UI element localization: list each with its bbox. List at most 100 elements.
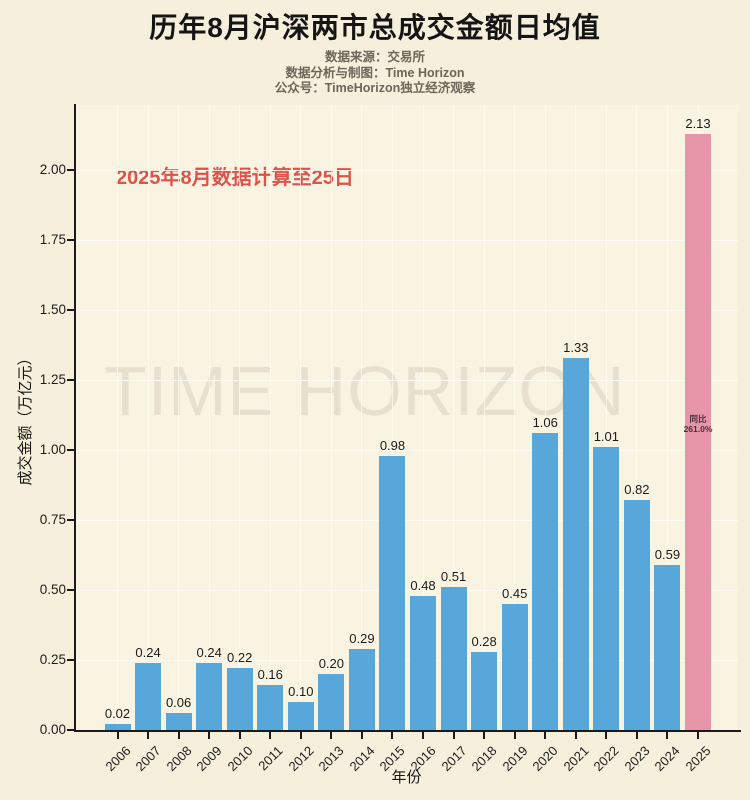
bar-2025 xyxy=(685,133,711,730)
bar-value-2010: 0.22 xyxy=(227,650,253,666)
bar-2018 xyxy=(471,651,498,730)
gridline-vertical xyxy=(330,105,332,730)
gridline-vertical xyxy=(117,105,118,730)
x-tick-mark xyxy=(330,732,333,739)
gridline-horizontal xyxy=(75,449,738,451)
bar-value-2009: 0.24 xyxy=(196,644,222,660)
x-tick-mark xyxy=(177,732,180,739)
x-tick-mark xyxy=(360,732,363,739)
x-tick-mark xyxy=(116,732,119,739)
bar-2013 xyxy=(318,674,345,730)
gridline-horizontal xyxy=(75,519,738,521)
gridline-vertical xyxy=(544,105,546,730)
highlight-bar-yoy-note: 同比 261.0% xyxy=(673,414,723,434)
gridline-vertical xyxy=(361,105,363,730)
gridline-horizontal xyxy=(75,169,738,171)
x-axis-spine xyxy=(74,730,741,732)
bar-value-2014: 0.29 xyxy=(349,630,375,646)
bar-2022 xyxy=(593,447,620,730)
bar-2006 xyxy=(104,724,131,730)
bar-value-2011: 0.16 xyxy=(257,667,283,683)
bar-2021 xyxy=(562,357,589,730)
yoy-note-label: 同比 xyxy=(689,414,707,424)
y-tick-mark xyxy=(67,309,75,311)
bar-value-2013: 0.20 xyxy=(318,656,345,671)
x-tick-mark xyxy=(147,732,150,739)
bar-2020 xyxy=(532,433,559,730)
bar-2023 xyxy=(623,500,650,730)
gridline-vertical xyxy=(300,105,302,730)
bar-value-2017: 0.51 xyxy=(440,569,467,585)
x-tick-mark xyxy=(544,732,547,739)
bar-value-2018: 0.28 xyxy=(471,633,497,649)
bar-2016 xyxy=(410,595,437,730)
gridline-vertical xyxy=(269,105,271,730)
y-tick-label: 1.00 xyxy=(39,442,66,457)
x-tick-mark xyxy=(635,732,638,739)
x-tick-mark xyxy=(422,732,425,739)
bar-value-2007: 0.24 xyxy=(135,644,161,660)
subtitle-line-source: 数据来源：交易所 xyxy=(324,50,425,64)
y-tick-label: 1.75 xyxy=(39,232,66,247)
x-tick-mark xyxy=(666,732,669,739)
gridline-horizontal xyxy=(75,239,738,241)
gridline-vertical xyxy=(514,105,516,730)
x-tick-mark xyxy=(208,732,211,739)
bar-2007 xyxy=(135,662,162,730)
y-tick-label: 1.25 xyxy=(39,372,66,387)
gridline-vertical xyxy=(483,105,485,730)
bar-value-2008: 0.06 xyxy=(165,695,192,711)
yoy-note-value: 261.0% xyxy=(683,424,713,434)
y-tick-mark xyxy=(67,729,75,731)
gridline-vertical xyxy=(422,105,424,730)
bar-value-2012: 0.10 xyxy=(288,684,314,699)
bar-2017 xyxy=(440,587,467,730)
bar-value-2024: 0.59 xyxy=(654,546,681,562)
bar-2008 xyxy=(165,713,192,730)
bar-2011 xyxy=(257,685,284,730)
y-axis-title: 成交金额（万亿元） xyxy=(17,350,34,486)
y-tick-label: 2.00 xyxy=(39,162,66,177)
y-tick-mark xyxy=(67,379,75,381)
y-tick-mark xyxy=(67,659,75,661)
x-tick-mark xyxy=(452,732,455,739)
y-tick-label: 0.25 xyxy=(39,652,66,667)
y-tick-mark xyxy=(67,519,75,521)
page-title: 历年8月沪深两市总成交金额日均值 xyxy=(149,12,601,43)
gridline-vertical xyxy=(391,105,393,730)
gridline-vertical xyxy=(178,105,180,730)
bar-value-2016: 0.48 xyxy=(410,577,436,593)
y-tick-mark xyxy=(67,449,75,451)
gridline-vertical xyxy=(147,105,149,730)
y-tick-mark xyxy=(67,589,75,591)
bar-value-2015: 0.98 xyxy=(379,437,406,453)
y-tick-mark xyxy=(67,239,75,241)
watermark-text: TIME HORIZON xyxy=(104,352,626,430)
bar-2014 xyxy=(348,648,375,730)
x-tick-mark xyxy=(605,732,608,739)
bar-2015 xyxy=(379,455,406,730)
bar-2010 xyxy=(226,668,253,730)
gridline-horizontal xyxy=(75,379,738,381)
x-axis-title: 年份 xyxy=(391,769,422,786)
y-axis-spine xyxy=(74,104,76,732)
x-tick-mark xyxy=(238,732,241,739)
subtitle-line-author: 数据分析与制图：Time Horizon xyxy=(285,65,465,80)
chart-subtitle: 数据来源：交易所 数据分析与制图：Time Horizon 公众号：TimeHo… xyxy=(0,50,750,97)
gridline-vertical xyxy=(208,105,210,730)
data-cutoff-annotation: 2025年8月数据计算至25日 xyxy=(116,167,354,189)
bar-2024 xyxy=(654,564,681,730)
y-tick-label: 1.50 xyxy=(39,302,66,317)
gridline-vertical xyxy=(453,105,455,730)
x-tick-mark xyxy=(574,732,577,739)
bar-2009 xyxy=(196,662,223,730)
x-tick-mark xyxy=(269,732,272,739)
y-tick-mark xyxy=(67,169,75,171)
subtitle-line-account: 公众号：TimeHorizon独立经济观察 xyxy=(274,81,476,95)
bar-value-2022: 1.01 xyxy=(593,429,619,445)
bar-value-2006: 0.02 xyxy=(104,706,131,722)
bar-value-2019: 0.45 xyxy=(502,586,528,601)
x-tick-mark xyxy=(513,732,516,739)
gridline-vertical xyxy=(636,105,638,730)
